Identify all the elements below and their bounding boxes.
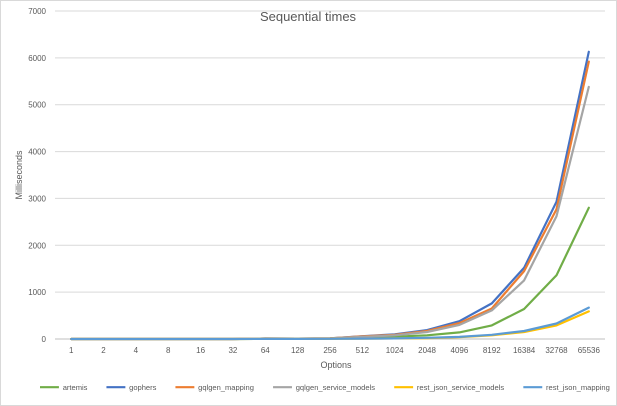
- legend-label: gqlgen_mapping: [198, 383, 254, 392]
- legend-entry-gqlgen_mapping: gqlgen_mapping: [175, 383, 254, 392]
- x-axis-label: Options: [320, 360, 352, 370]
- series-lines: [70, 50, 590, 341]
- series-line-rest_json_mapping: [70, 306, 590, 341]
- y-tick-label: 7000: [28, 7, 46, 16]
- x-tick-label: 1: [69, 346, 74, 355]
- x-tick-label: 128: [291, 346, 305, 355]
- y-tick-label: 6000: [28, 54, 46, 63]
- legend-label: gophers: [129, 383, 156, 392]
- legend-entry-gophers: gophers: [106, 383, 157, 392]
- x-tick-label: 65536: [578, 346, 601, 355]
- legend-entry-artemis: artemis: [40, 383, 88, 392]
- y-tick-label: 3000: [28, 194, 46, 203]
- series-line-artemis: [70, 206, 590, 341]
- y-tick-label: 5000: [28, 101, 46, 110]
- legend-label: rest_json_service_models: [417, 383, 504, 392]
- y-axis-label: Milliseconds: [14, 150, 24, 200]
- x-tick-label: 16384: [513, 346, 536, 355]
- y-axis-tick-labels: 0 1000 2000 3000 4000 5000 6000 7000: [28, 7, 46, 344]
- x-tick-label: 64: [261, 346, 270, 355]
- series-line-gqlgen_service_models: [70, 85, 590, 341]
- x-tick-label: 2048: [418, 346, 436, 355]
- x-tick-label: 16: [196, 346, 205, 355]
- y-tick-label: 1000: [28, 288, 46, 297]
- x-tick-label: 4096: [451, 346, 469, 355]
- legend-label: gqlgen_service_models: [296, 383, 376, 392]
- x-tick-label: 512: [356, 346, 370, 355]
- x-axis-tick-labels: 1 2 4 8 16 32 64 128 256 512 1024 2048 4096 8192 16384…: [69, 346, 601, 355]
- legend-entry-gqlgen_service_models: gqlgen_service_models: [273, 383, 375, 392]
- x-tick-label: 8192: [483, 346, 501, 355]
- legend: artemis gophers gqlgen_mapping gqlgen_servi…: [40, 383, 610, 392]
- legend-label: artemis: [63, 383, 88, 392]
- legend-entry-rest_json_mapping: rest_json_mapping: [523, 383, 610, 392]
- x-tick-label: 256: [323, 346, 337, 355]
- legend-entry-rest_json_service_models: rest_json_service_models: [394, 383, 504, 392]
- series-line-gophers: [70, 50, 590, 341]
- chart-title: Sequential times: [260, 9, 357, 24]
- x-tick-label: 32: [228, 346, 237, 355]
- x-tick-label: 1024: [386, 346, 404, 355]
- series-line-gqlgen_mapping: [70, 60, 590, 341]
- y-tick-label: 0: [42, 335, 47, 344]
- y-tick-label: 4000: [28, 148, 46, 157]
- x-tick-label: 4: [134, 346, 139, 355]
- x-tick-label: 2: [101, 346, 106, 355]
- gridlines: [55, 10, 605, 340]
- x-tick-label: 8: [166, 346, 171, 355]
- y-tick-label: 2000: [28, 241, 46, 250]
- legend-label: rest_json_mapping: [546, 383, 610, 392]
- x-tick-label: 32768: [545, 346, 568, 355]
